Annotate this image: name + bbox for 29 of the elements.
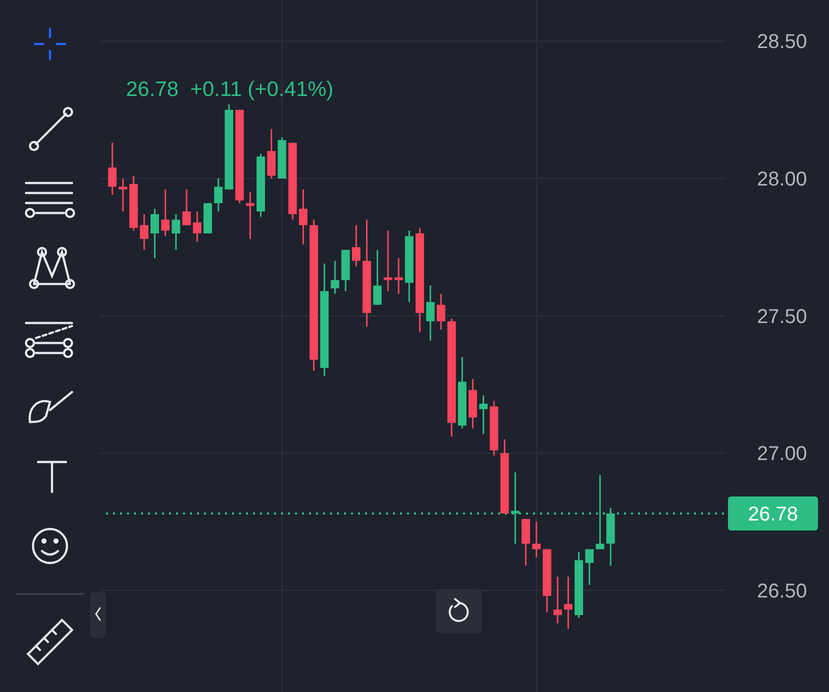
y-tick-label: 27.50: [756, 306, 808, 328]
candlestick: [553, 576, 562, 624]
candlestick: [246, 191, 254, 240]
candlestick: [192, 210, 202, 242]
candlestick: [108, 142, 117, 196]
candlestick: [140, 213, 148, 251]
text: 26.78 +0.11 (+0.41%): [126, 78, 334, 101]
candlestick: [118, 178, 128, 212]
candlestick: [214, 178, 223, 212]
y-tick-label: 28.50: [756, 31, 808, 54]
candlestick: [479, 394, 488, 435]
candlestick: [532, 520, 541, 558]
candlestick: [330, 260, 340, 295]
candlestick: [298, 188, 308, 246]
y-tick-label: 27.00: [756, 443, 808, 466]
candlestick: [394, 257, 403, 295]
candlestick: [352, 224, 360, 268]
candlestick: [161, 188, 170, 237]
candlestick: [564, 576, 572, 630]
candlestick: [373, 249, 382, 306]
ref-line-label: 26.78: [748, 504, 798, 526]
candlestick: [172, 213, 180, 251]
y-tick-label: 26.50: [756, 580, 808, 602]
candlestick: [426, 284, 435, 342]
candlestick: [585, 548, 594, 586]
candlestick: [182, 188, 191, 226]
candlestick: [436, 293, 446, 330]
candlestick: [150, 208, 160, 259]
y-tick-label: 28.00: [756, 168, 808, 190]
